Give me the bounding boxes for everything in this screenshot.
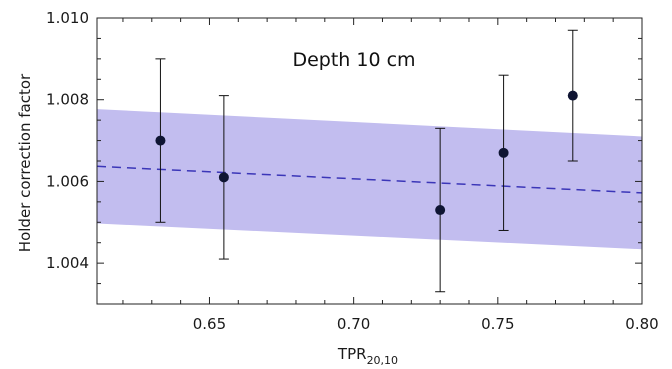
x-tick-label: 0.75 <box>481 315 514 333</box>
y-tick-label: 1.004 <box>46 254 89 272</box>
fit-line-layer <box>96 165 643 194</box>
data-point-layer <box>155 90 578 216</box>
data-point <box>498 147 509 158</box>
x-axis-title-subscript: 20,10 <box>367 354 399 367</box>
x-axis-title-base: TPR <box>337 345 367 363</box>
x-tick-label: 0.80 <box>625 315 658 333</box>
y-axis-title: Holder correction factor <box>16 73 34 252</box>
y-tick-label: 1.010 <box>46 9 89 27</box>
tick-layer: 0.65 0.70 0.75 0.80 1.004 1.006 1.008 1.010 <box>46 9 659 333</box>
data-point <box>435 205 446 216</box>
x-axis-title: TPR20,10 <box>337 345 398 367</box>
y-tick-label: 1.008 <box>46 91 89 109</box>
x-tick-label: 0.70 <box>337 315 370 333</box>
depth-annotation: Depth 10 cm <box>292 49 415 71</box>
data-point <box>218 172 229 183</box>
data-point <box>155 135 166 146</box>
x-tick-label: 0.65 <box>193 315 226 333</box>
data-point <box>567 90 578 101</box>
y-tick-label: 1.006 <box>46 172 89 190</box>
fit-line <box>96 165 643 194</box>
